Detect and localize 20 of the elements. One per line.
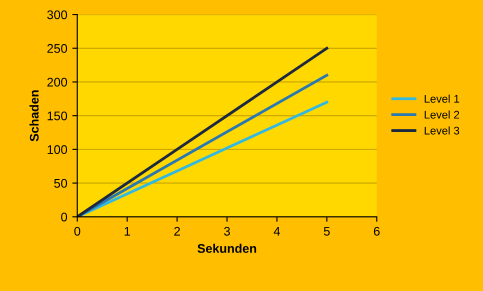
x-tick-label: 1 bbox=[124, 226, 130, 236]
y-tick-label: 100 bbox=[48, 145, 68, 154]
y-tick-label: 300 bbox=[47, 10, 68, 20]
x-tick-label: 5 bbox=[324, 226, 330, 236]
x-tick-label: 4 bbox=[274, 226, 280, 236]
legend-label: Level 1 bbox=[424, 94, 460, 103]
x-axis-title: Sekunden bbox=[198, 244, 256, 253]
y-axis-title: Schaden bbox=[29, 90, 39, 142]
x-tick-label: 2 bbox=[174, 226, 180, 236]
x-tick-label: 3 bbox=[224, 226, 230, 236]
legend-label: Level 2 bbox=[424, 110, 460, 119]
legend-label: Level 3 bbox=[424, 126, 460, 135]
x-tick-label: 0 bbox=[74, 226, 80, 236]
y-tick-label: 200 bbox=[47, 78, 68, 87]
x-tick-label: 6 bbox=[374, 226, 380, 236]
y-tick-label: 150 bbox=[48, 111, 68, 120]
y-tick-label: 50 bbox=[54, 178, 68, 188]
y-tick-label: 250 bbox=[47, 44, 68, 53]
y-tick-label: 0 bbox=[61, 212, 68, 222]
line-series bbox=[77, 46, 328, 217]
